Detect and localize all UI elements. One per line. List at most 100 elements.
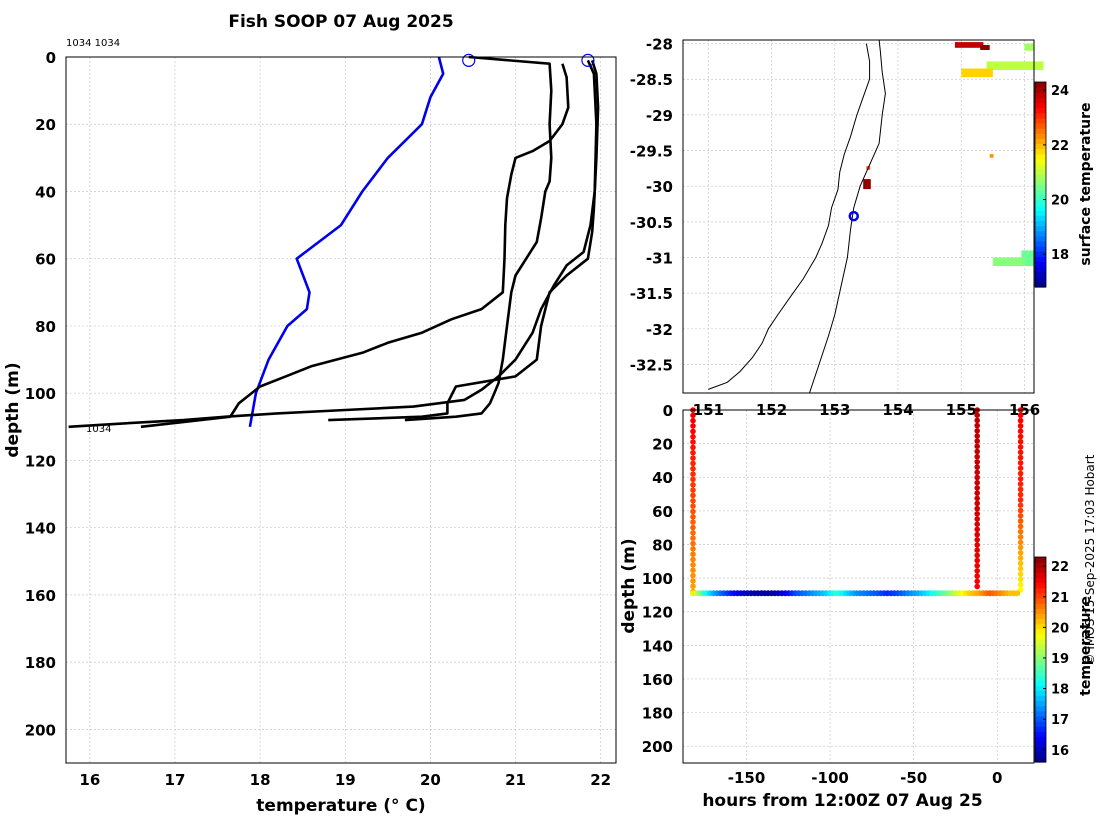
map-y-tick-label: -29 bbox=[646, 107, 673, 125]
section-cast-point bbox=[974, 417, 980, 424]
section-cast-point bbox=[690, 471, 696, 477]
section-cast-point bbox=[1017, 465, 1024, 472]
section-cast-point bbox=[974, 505, 980, 512]
section-cast-point bbox=[690, 572, 696, 579]
map-colorbar-tick-label: 24 bbox=[1051, 84, 1069, 99]
ship-position-marker bbox=[848, 210, 860, 222]
profile-top-label: 1034 1034 bbox=[66, 38, 120, 49]
section-colorbar-segment bbox=[1035, 592, 1046, 599]
map-sst-patch bbox=[992, 257, 1025, 267]
section-colorbar-segment bbox=[1035, 654, 1046, 661]
section-colorbar-segment bbox=[1035, 741, 1046, 748]
section-colorbar-segment bbox=[1035, 613, 1046, 620]
section-cast-point bbox=[690, 514, 696, 520]
section-y-tick-label: 40 bbox=[652, 469, 673, 487]
section-cast-point bbox=[1017, 576, 1024, 583]
section-cast-point bbox=[690, 444, 696, 451]
map-shelf-contour bbox=[809, 39, 886, 394]
section-y-tick-label: 160 bbox=[642, 671, 673, 689]
profile-ticks: 16 17 18 19 20 21 22 0 20 40 60 80 100 120 140 160 180 20… bbox=[25, 49, 611, 789]
section-cast-point bbox=[974, 557, 980, 564]
section-x-tick-label: -150 bbox=[728, 769, 766, 787]
profile-label: 1034 bbox=[86, 424, 111, 435]
profile-panel: Fish SOOP 07 Aug 2025 1034 1034 16 17 18 19… bbox=[3, 12, 617, 816]
section-cast-point bbox=[974, 433, 980, 439]
map-colorbar-segment bbox=[1035, 169, 1046, 175]
section-cast-point bbox=[1017, 433, 1024, 440]
map-colorbar-segment bbox=[1035, 220, 1046, 227]
section-x-tick-label: 0 bbox=[992, 769, 1002, 787]
section-colorbar-segment bbox=[1035, 721, 1046, 727]
section-cast-point bbox=[690, 578, 696, 584]
section-cast-point bbox=[1017, 507, 1024, 514]
section-colorbar-segment bbox=[1035, 567, 1046, 573]
section-x-axis-label: hours from 12:00Z 07 Aug 25 bbox=[702, 791, 982, 811]
section-cast-point bbox=[690, 498, 696, 504]
section-colorbar-segment bbox=[1035, 639, 1046, 645]
section-cast-point bbox=[690, 417, 696, 424]
map-colorbar-segment bbox=[1035, 174, 1046, 180]
section-colorbar-segment bbox=[1035, 628, 1046, 635]
profile-line-profile-d bbox=[68, 59, 598, 429]
section-cast-point bbox=[690, 519, 696, 525]
map-colorbar-segment bbox=[1035, 261, 1046, 268]
section-colorbar-segment bbox=[1035, 746, 1046, 753]
section-cast-point bbox=[1017, 555, 1024, 561]
section-colorbar-tick-label: 20 bbox=[1051, 621, 1069, 636]
map-colorbar-segment bbox=[1035, 205, 1046, 211]
map-colorbar-segment bbox=[1035, 164, 1046, 170]
section-y-tick-label: 120 bbox=[642, 604, 673, 622]
section-cast-point bbox=[974, 578, 980, 585]
section-cast-point bbox=[1017, 444, 1024, 450]
profile-y-tick-label: 200 bbox=[25, 721, 56, 739]
map-coastline bbox=[708, 43, 871, 390]
profile-marker-circle-previous bbox=[581, 53, 595, 67]
section-cast-point bbox=[974, 485, 980, 491]
section-cast-point bbox=[690, 556, 696, 563]
map-colorbar-segment bbox=[1035, 138, 1046, 145]
map-colorbar-tick-label: 20 bbox=[1051, 194, 1069, 209]
section-cast-point bbox=[1017, 565, 1024, 572]
map-sst-patch bbox=[863, 179, 871, 190]
section-colorbar-segment bbox=[1035, 705, 1046, 712]
map-colorbar-segment bbox=[1035, 266, 1046, 273]
section-cast-point bbox=[974, 552, 980, 559]
section-cast-point bbox=[974, 500, 980, 507]
section-cast-point bbox=[1017, 534, 1024, 540]
section-cast-point bbox=[974, 511, 980, 517]
section-cast-point bbox=[690, 583, 696, 589]
profile-y-tick-label: 160 bbox=[25, 587, 56, 605]
profile-y-axis-label: depth (m) bbox=[3, 362, 23, 457]
section-cast-point bbox=[690, 482, 696, 488]
map-colorbar-segment bbox=[1035, 123, 1046, 129]
section-cast-point bbox=[690, 465, 696, 472]
section-cast-point bbox=[1017, 497, 1024, 503]
map-sst-patch bbox=[1021, 250, 1034, 267]
section-colorbar-segment bbox=[1035, 731, 1046, 737]
map-colorbar-segment bbox=[1035, 230, 1046, 237]
map-colorbar-segment bbox=[1035, 246, 1046, 252]
section-colorbar-segment bbox=[1035, 572, 1046, 579]
section-cast-point bbox=[1017, 550, 1024, 556]
map-y-tick-label: -30.5 bbox=[630, 214, 673, 232]
section-colorbar-segment bbox=[1035, 603, 1046, 609]
profile-y-tick-label: 120 bbox=[25, 452, 56, 470]
profile-x-tick-label: 21 bbox=[505, 771, 526, 789]
section-cast-point bbox=[1017, 412, 1024, 419]
section-colorbar-segment bbox=[1035, 756, 1046, 763]
section-cast-point bbox=[974, 547, 980, 553]
section-colorbar-tick-label: 16 bbox=[1051, 744, 1069, 759]
map-sst-patch bbox=[1024, 43, 1034, 51]
section-y-axis-label: depth (m) bbox=[619, 538, 639, 633]
section-cast-point bbox=[690, 567, 696, 573]
profile-line-profile-b bbox=[328, 60, 600, 422]
map-colorbar-tick-label: 18 bbox=[1051, 248, 1069, 263]
map-colorbar-segment bbox=[1035, 251, 1046, 257]
profile-x-tick-label: 20 bbox=[420, 771, 441, 789]
section-cast-point bbox=[1017, 460, 1024, 466]
map-colorbar-label: surface temperature bbox=[1078, 102, 1094, 265]
section-points bbox=[690, 407, 1024, 597]
section-cast-point bbox=[690, 449, 696, 456]
section-cast-point bbox=[974, 490, 980, 496]
